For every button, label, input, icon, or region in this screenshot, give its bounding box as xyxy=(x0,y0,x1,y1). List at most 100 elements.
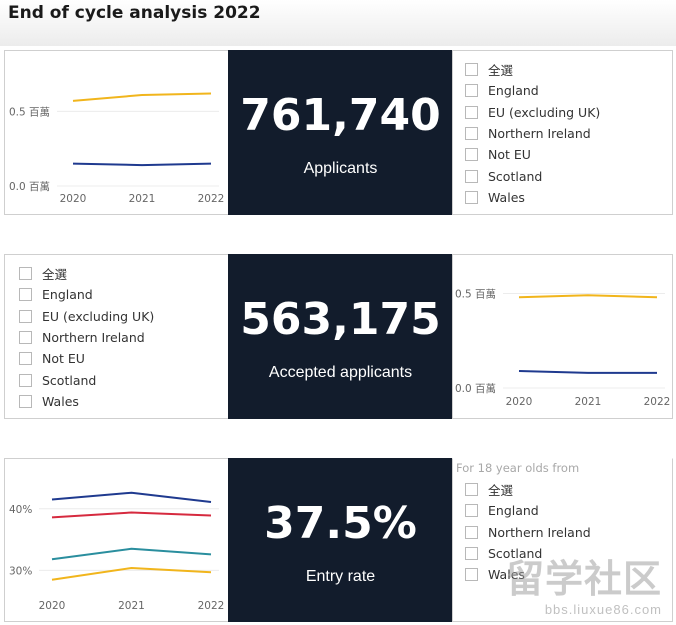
filter-option[interactable]: Northern Ireland xyxy=(456,522,591,543)
filter-option-label: 全選 xyxy=(488,483,514,499)
filter-option-label: England xyxy=(488,83,539,99)
checkbox-icon[interactable] xyxy=(465,148,478,162)
entry-chart-panel: 30% 40% 2020 2021 2022 xyxy=(4,458,229,622)
filter-option[interactable]: Not EU xyxy=(19,348,154,369)
filter-option[interactable]: Not EU xyxy=(465,144,600,165)
x-tick-label: 2020 xyxy=(39,600,66,612)
applicants-chart-panel: 0.0 百萬 0.5 百萬 2020 2021 2022 xyxy=(4,50,229,215)
filter-option-label: EU (excluding UK) xyxy=(42,308,155,324)
checkbox-icon[interactable] xyxy=(19,288,32,302)
accepted-region-filter: 全選 England EU (excluding UK) Northern Irela… xyxy=(19,263,154,412)
filter-option-label: EU (excluding UK) xyxy=(488,104,601,120)
entry-rate-value: 37.5% xyxy=(264,498,417,549)
checkbox-icon[interactable] xyxy=(465,525,478,539)
y-tick-label: 0.5 百萬 xyxy=(455,287,496,300)
entry-filter-panel: For 18 year olds from 全選 England Northern … xyxy=(452,458,673,622)
series-line-upper xyxy=(72,92,212,102)
x-tick-label: 2020 xyxy=(506,396,533,408)
checkbox-icon[interactable] xyxy=(465,568,478,582)
applicants-card: 761,740 Applicants xyxy=(228,50,453,215)
applicants-line-chart: 0.0 百萬 0.5 百萬 2020 2021 2022 xyxy=(9,92,225,205)
entry-rate-line-chart: 30% 40% 2020 2021 2022 xyxy=(9,491,225,612)
checkbox-icon[interactable] xyxy=(465,169,478,183)
accepted-card: 563,175 Accepted applicants xyxy=(228,254,453,419)
filter-option[interactable]: Wales xyxy=(465,187,600,208)
filter-option[interactable]: 全選 xyxy=(465,59,600,80)
applicants-filter-panel: 全選 England EU (excluding UK) Northern Irela… xyxy=(452,50,673,215)
checkbox-icon[interactable] xyxy=(19,373,32,387)
filter-option[interactable]: England xyxy=(19,284,154,305)
filter-option-label: Wales xyxy=(42,393,79,409)
filter-option-label: England xyxy=(488,503,539,519)
filter-option-label: 全選 xyxy=(488,63,514,79)
x-tick-label: 2021 xyxy=(575,396,602,408)
filter-option-label: Scotland xyxy=(488,168,543,184)
checkbox-icon[interactable] xyxy=(465,547,478,561)
filter-note: For 18 year olds from xyxy=(456,461,580,475)
page-title: End of cycle analysis 2022 xyxy=(8,3,261,23)
y-tick-label: 0.0 百萬 xyxy=(455,382,496,395)
checkbox-icon[interactable] xyxy=(19,331,32,345)
watermark-url: bbs.liuxue86.com xyxy=(544,602,662,617)
checkbox-icon[interactable] xyxy=(465,63,478,77)
filter-option[interactable]: Scotland xyxy=(456,543,591,564)
checkbox-icon[interactable] xyxy=(465,483,478,497)
checkbox-icon[interactable] xyxy=(19,267,32,281)
checkbox-icon[interactable] xyxy=(19,394,32,408)
filter-option-label: Not EU xyxy=(488,147,531,163)
series-line-red xyxy=(51,511,212,519)
y-tick-label: 40% xyxy=(9,504,32,516)
checkbox-icon[interactable] xyxy=(465,127,478,141)
filter-option-label: Northern Ireland xyxy=(488,524,591,540)
filter-option-label: Northern Ireland xyxy=(42,330,145,346)
accepted-line-chart: 0.0 百萬 0.5 百萬 2020 2021 2022 xyxy=(455,287,671,408)
series-line-upper xyxy=(518,294,658,299)
filter-option[interactable]: England xyxy=(465,80,600,101)
entry-rate-label: Entry rate xyxy=(305,568,376,585)
series-line-teal xyxy=(51,547,212,561)
filter-option[interactable]: EU (excluding UK) xyxy=(465,102,600,123)
x-tick-label: 2020 xyxy=(60,193,87,205)
series-line-navy xyxy=(51,491,212,503)
accepted-label: Accepted applicants xyxy=(268,364,413,381)
checkbox-icon[interactable] xyxy=(19,352,32,366)
series-line-lower xyxy=(72,162,212,167)
filter-option[interactable]: Scotland xyxy=(465,165,600,186)
filter-option[interactable]: England xyxy=(456,500,591,521)
y-tick-label: 0.5 百萬 xyxy=(9,105,50,118)
header-bar: End of cycle analysis 2022 xyxy=(0,0,676,46)
entry-region-filter: For 18 year olds from 全選 England Northern … xyxy=(456,461,591,585)
checkbox-icon[interactable] xyxy=(465,105,478,119)
filter-option[interactable]: Northern Ireland xyxy=(465,123,600,144)
filter-option[interactable]: Scotland xyxy=(19,369,154,390)
x-tick-label: 2021 xyxy=(129,193,156,205)
series-line-yellow xyxy=(51,567,212,581)
accepted-value: 563,175 xyxy=(240,294,441,345)
checkbox-icon[interactable] xyxy=(465,190,478,204)
watermark-logo: 留学社区 xyxy=(505,559,662,601)
filter-option[interactable]: Wales xyxy=(456,564,591,585)
series-line-lower xyxy=(518,370,657,374)
checkbox-icon[interactable] xyxy=(19,309,32,323)
x-tick-label: 2022 xyxy=(198,600,225,612)
x-tick-label: 2022 xyxy=(198,193,225,205)
filter-option-label: Scotland xyxy=(488,546,543,562)
entry-rate-card: 37.5% Entry rate xyxy=(228,458,453,622)
filter-option-label: Not EU xyxy=(42,351,85,367)
filter-option-label: England xyxy=(42,287,93,303)
filter-option-label: Northern Ireland xyxy=(488,126,591,142)
checkbox-icon[interactable] xyxy=(465,504,478,518)
x-tick-label: 2022 xyxy=(644,396,671,408)
filter-option[interactable]: 全選 xyxy=(19,263,154,284)
filter-option-label: Scotland xyxy=(42,372,97,388)
filter-option[interactable]: EU (excluding UK) xyxy=(19,306,154,327)
filter-option[interactable]: 全選 xyxy=(456,479,591,500)
filter-option-label: Wales xyxy=(488,567,525,583)
accepted-filter-panel: 全選 England EU (excluding UK) Northern Irela… xyxy=(4,254,229,419)
checkbox-icon[interactable] xyxy=(465,84,478,98)
applicants-region-filter: 全選 England EU (excluding UK) Northern Irela… xyxy=(465,59,600,208)
filter-option[interactable]: Northern Ireland xyxy=(19,327,154,348)
applicants-value: 761,740 xyxy=(240,90,441,141)
filter-option-label: 全選 xyxy=(42,267,68,283)
filter-option[interactable]: Wales xyxy=(19,391,154,412)
